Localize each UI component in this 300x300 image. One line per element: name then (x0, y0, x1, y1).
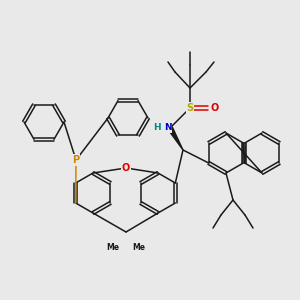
Polygon shape (168, 127, 183, 150)
Text: O: O (211, 103, 219, 113)
Text: H: H (153, 124, 161, 133)
Text: Me: Me (106, 244, 119, 253)
Text: N: N (164, 124, 172, 133)
Text: S: S (186, 103, 194, 113)
Text: P: P (72, 155, 80, 165)
Text: Me: Me (133, 244, 146, 253)
Text: O: O (122, 163, 130, 173)
